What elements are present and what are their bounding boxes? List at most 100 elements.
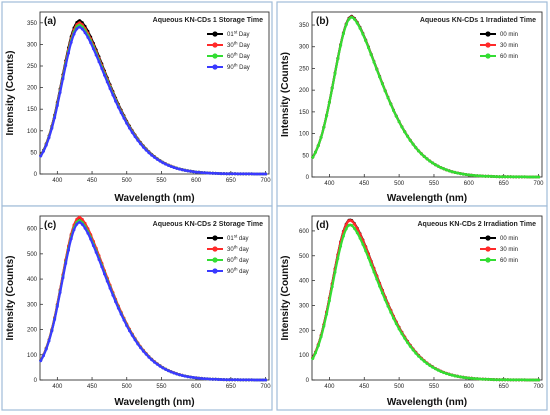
data-point — [481, 377, 485, 381]
data-point — [186, 375, 190, 379]
legend-label: 60 min — [500, 258, 518, 264]
data-point — [525, 175, 529, 179]
data-point — [133, 338, 137, 342]
data-point — [408, 139, 412, 142]
data-point — [225, 172, 229, 176]
data-point — [53, 318, 57, 321]
data-point — [55, 104, 59, 108]
data-point — [464, 173, 468, 176]
data-point — [83, 226, 87, 230]
series-3 — [311, 15, 540, 179]
data-point — [105, 279, 109, 283]
data-point — [322, 125, 326, 129]
data-point — [492, 378, 496, 382]
y-tick-label: 0 — [34, 378, 38, 384]
data-point — [380, 82, 384, 86]
data-point — [50, 329, 54, 333]
x-tick-label: 400 — [324, 384, 335, 390]
data-point — [314, 351, 317, 355]
data-point — [255, 172, 259, 176]
data-point — [537, 378, 540, 382]
series-4 — [39, 25, 267, 176]
x-tick-label: 700 — [261, 384, 272, 390]
data-point — [78, 23, 82, 27]
data-point — [333, 270, 337, 274]
data-point — [200, 171, 204, 175]
data-point — [472, 174, 476, 177]
legend-label: 01st day — [227, 234, 249, 243]
data-point — [386, 304, 390, 308]
data-point — [389, 102, 393, 106]
data-point — [475, 174, 479, 178]
x-tick-label: 450 — [359, 384, 370, 390]
y-tick-label: 0 — [306, 378, 310, 384]
data-point — [383, 89, 387, 93]
data-point — [325, 312, 329, 316]
panel-title: Aqueous KN-CDs 2 Storage Time — [153, 221, 263, 228]
data-point — [534, 378, 538, 382]
data-point — [531, 175, 535, 179]
data-point — [459, 172, 462, 176]
panel-label: (c) — [44, 220, 56, 231]
data-point — [75, 222, 79, 226]
data-point — [431, 161, 435, 165]
legend-label: 60th day — [227, 256, 249, 265]
data-point — [397, 120, 401, 124]
data-point — [247, 378, 251, 382]
data-point — [203, 377, 206, 381]
plot-area — [39, 11, 270, 175]
data-point — [478, 174, 482, 178]
panel-4: 400 450 500 550 600 650 700 0 100 200 300 400 500 600… — [276, 205, 548, 411]
data-point — [164, 162, 168, 166]
legend-marker — [212, 31, 218, 37]
data-point — [520, 175, 524, 179]
data-point — [506, 175, 510, 179]
legend-label: 30 min — [500, 43, 518, 49]
data-point — [61, 276, 65, 280]
data-point — [375, 277, 379, 281]
data-point — [400, 332, 404, 336]
data-point — [130, 333, 134, 337]
data-point — [244, 172, 248, 176]
panel-label: (b) — [316, 16, 329, 27]
data-point — [489, 174, 493, 178]
data-point — [414, 351, 418, 355]
data-point — [520, 378, 524, 382]
legend-marker — [485, 246, 491, 252]
data-point — [503, 175, 507, 179]
data-point — [517, 378, 521, 382]
data-point — [239, 172, 242, 176]
data-point — [175, 166, 179, 170]
data-point — [467, 376, 471, 380]
data-point — [78, 21, 82, 25]
data-point — [506, 378, 510, 382]
y-tick-label: 300 — [27, 302, 38, 308]
data-point — [122, 116, 126, 120]
data-point — [322, 324, 326, 328]
data-point — [191, 376, 195, 379]
data-point — [261, 378, 265, 382]
data-point — [139, 142, 143, 146]
legend-label: 01st Day — [227, 30, 250, 39]
data-point — [125, 121, 129, 125]
data-point — [100, 265, 104, 269]
panel-frame — [276, 1, 548, 207]
data-point — [47, 136, 51, 140]
data-point — [311, 357, 315, 361]
data-point — [511, 175, 515, 179]
data-point — [239, 378, 242, 382]
data-point — [147, 151, 151, 155]
data-point — [94, 250, 98, 254]
x-tick-label: 650 — [226, 384, 237, 390]
data-point — [495, 378, 499, 382]
legend-label: 30th day — [227, 245, 249, 254]
data-point — [194, 170, 198, 174]
data-point — [470, 173, 474, 177]
data-point — [431, 365, 435, 369]
data-point — [492, 175, 496, 178]
data-point — [44, 143, 48, 147]
data-point — [161, 366, 165, 370]
data-point — [236, 172, 240, 176]
data-point — [369, 263, 373, 267]
data-point — [227, 172, 231, 176]
